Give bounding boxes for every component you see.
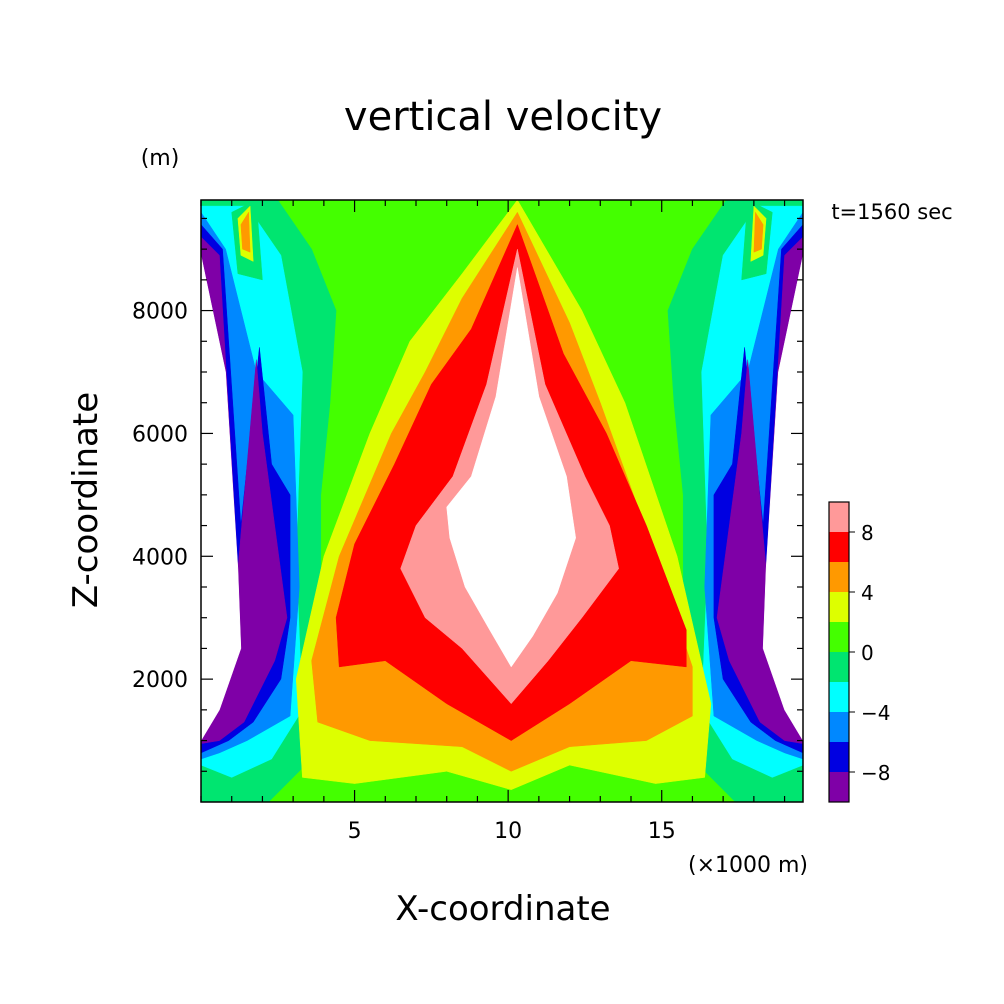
plot-frame bbox=[200, 199, 804, 803]
contour-region-12 bbox=[762, 255, 803, 741]
plot-area: 5 10 15 2000 4000 6000 8000 bbox=[132, 199, 804, 844]
contour-region-19 bbox=[240, 212, 251, 253]
y-tick-label: 4000 bbox=[132, 545, 188, 570]
colorbar-swatch bbox=[829, 742, 849, 772]
x-tick-label: 10 bbox=[494, 819, 522, 844]
x-tick-label: 15 bbox=[648, 819, 676, 844]
colorbar-tick-label: −4 bbox=[861, 701, 890, 725]
colorbar-tick-label: −8 bbox=[861, 761, 890, 785]
colorbar-swatch bbox=[829, 562, 849, 592]
chart-title: vertical velocity bbox=[344, 94, 662, 140]
colorbar-swatch bbox=[829, 592, 849, 622]
axis-ticks: 5 10 15 2000 4000 6000 8000 bbox=[132, 200, 803, 844]
y-tick-label: 8000 bbox=[132, 300, 188, 325]
colorbar-tick-label: 8 bbox=[861, 521, 874, 545]
colorbar-swatch bbox=[829, 682, 849, 712]
y-axis-label: Z-coordinate bbox=[66, 392, 106, 608]
x-tick-label: 5 bbox=[348, 819, 362, 844]
colorbar-tick-label: 4 bbox=[861, 581, 874, 605]
colorbar-swatch bbox=[829, 712, 849, 742]
colorbar-swatch bbox=[829, 532, 849, 562]
colorbar-swatch bbox=[829, 652, 849, 682]
colorbar: 8 4 0 −4 −8 bbox=[828, 501, 890, 803]
colorbar-swatch bbox=[829, 772, 849, 802]
colorbar-tick-label: 0 bbox=[861, 641, 874, 665]
y-unit-label: (m) bbox=[141, 146, 180, 171]
x-unit-label: (×1000 m) bbox=[688, 853, 808, 878]
contour-region-23 bbox=[446, 267, 576, 668]
contour-region-11 bbox=[201, 255, 242, 741]
x-axis-label: X-coordinate bbox=[395, 889, 610, 929]
y-tick-label: 6000 bbox=[132, 422, 188, 447]
time-label: t=1560 sec bbox=[831, 200, 952, 224]
contour-fills bbox=[201, 200, 803, 802]
colorbar-swatch bbox=[829, 502, 849, 532]
contour-region-20 bbox=[753, 212, 764, 253]
y-tick-label: 2000 bbox=[132, 668, 188, 693]
colorbar-swatch bbox=[829, 622, 849, 652]
